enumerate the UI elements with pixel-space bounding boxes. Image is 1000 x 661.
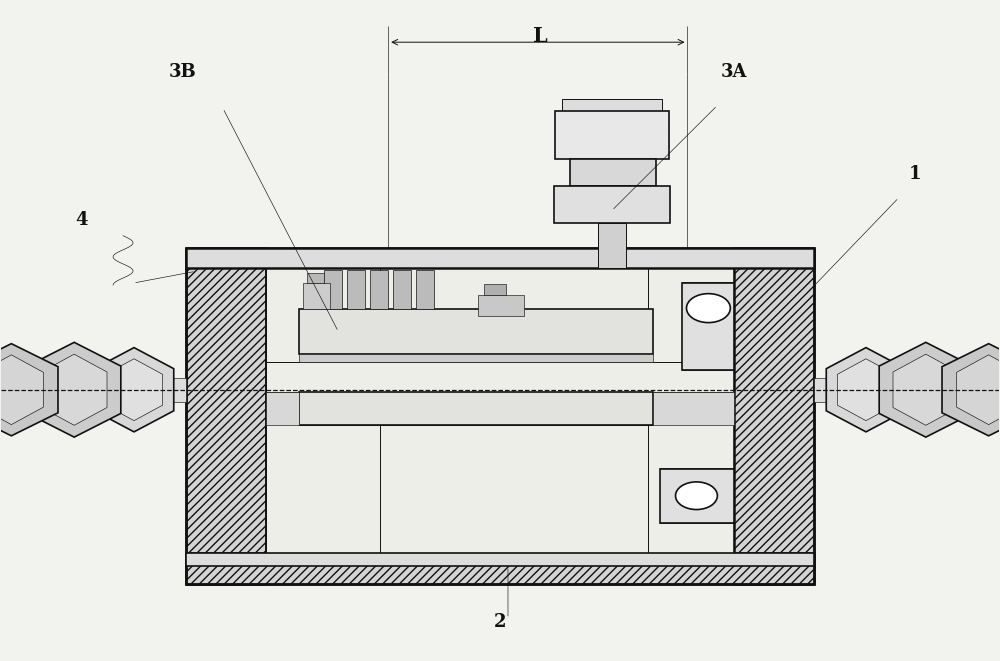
Bar xyxy=(562,98,662,110)
Bar xyxy=(653,393,734,425)
Bar xyxy=(484,284,506,295)
Text: 4: 4 xyxy=(75,211,87,229)
Bar xyxy=(682,283,734,370)
Polygon shape xyxy=(186,553,814,584)
Polygon shape xyxy=(879,342,972,437)
Text: 3B: 3B xyxy=(169,63,197,81)
Bar xyxy=(299,309,653,354)
Polygon shape xyxy=(942,344,1000,436)
Bar xyxy=(814,378,846,402)
Bar xyxy=(324,270,342,309)
Bar xyxy=(416,270,434,309)
Text: L: L xyxy=(533,26,547,46)
Polygon shape xyxy=(106,359,163,420)
Bar xyxy=(299,393,653,425)
Bar xyxy=(307,273,324,283)
Text: 1: 1 xyxy=(909,165,921,183)
Bar xyxy=(347,270,365,309)
Polygon shape xyxy=(893,354,959,425)
Bar xyxy=(303,283,330,309)
Polygon shape xyxy=(0,355,43,424)
Bar xyxy=(478,295,524,316)
Bar xyxy=(554,186,670,223)
Polygon shape xyxy=(734,249,814,584)
Bar xyxy=(555,110,669,159)
Circle shape xyxy=(676,482,717,510)
Text: 3A: 3A xyxy=(721,63,748,81)
Bar xyxy=(393,270,411,309)
Bar xyxy=(660,469,734,523)
Polygon shape xyxy=(94,348,174,432)
Text: 2: 2 xyxy=(494,613,506,631)
Bar xyxy=(154,378,186,402)
Bar xyxy=(570,159,656,186)
Bar xyxy=(266,268,734,553)
Bar xyxy=(299,354,653,362)
Polygon shape xyxy=(41,354,107,425)
Bar xyxy=(186,553,814,566)
Polygon shape xyxy=(837,359,894,420)
Polygon shape xyxy=(826,348,906,432)
Polygon shape xyxy=(957,355,1000,424)
Circle shape xyxy=(686,293,730,323)
Polygon shape xyxy=(0,344,58,436)
Bar xyxy=(186,249,814,268)
Bar xyxy=(266,393,299,425)
Bar xyxy=(598,223,626,268)
Polygon shape xyxy=(28,342,121,437)
Polygon shape xyxy=(186,249,266,584)
Bar xyxy=(370,270,388,309)
